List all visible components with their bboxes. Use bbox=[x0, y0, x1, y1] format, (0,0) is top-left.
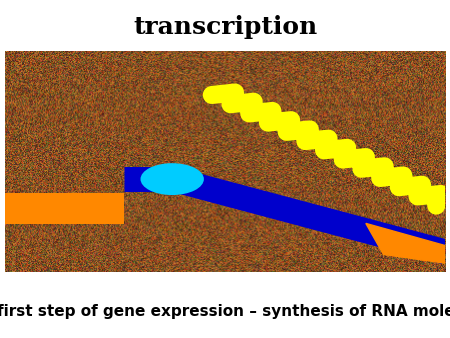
Circle shape bbox=[140, 163, 204, 195]
Polygon shape bbox=[366, 223, 445, 263]
FancyBboxPatch shape bbox=[5, 193, 124, 224]
Text: The first step of gene expression – synthesis of RNA molecule: The first step of gene expression – synt… bbox=[0, 305, 450, 319]
Text: transcription: transcription bbox=[133, 15, 317, 39]
